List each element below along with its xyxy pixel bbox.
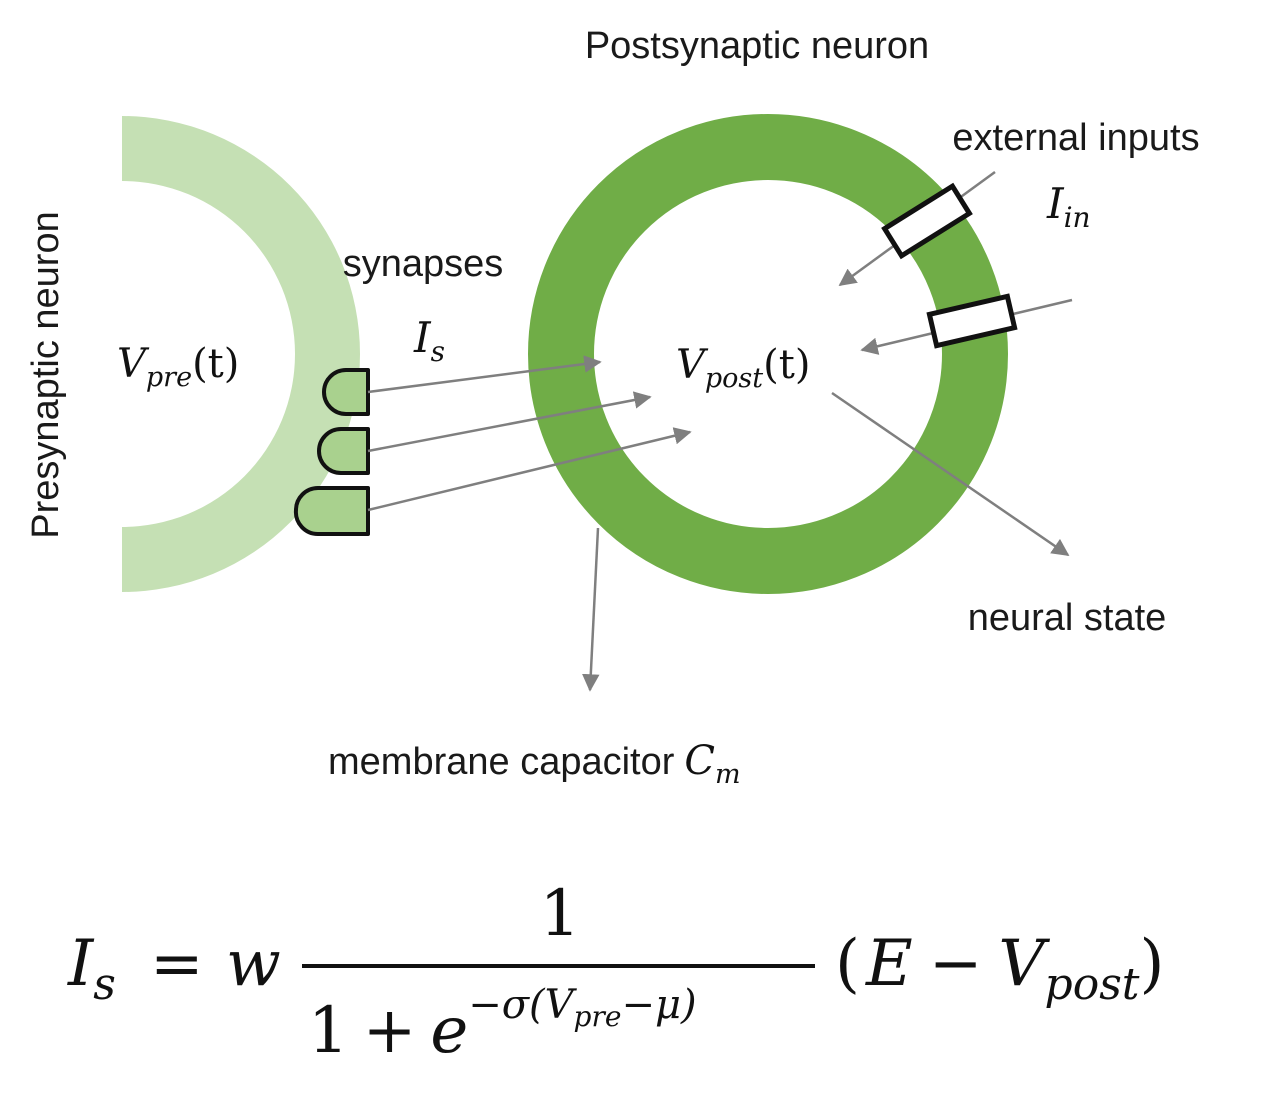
synapse-arrow-1 (367, 355, 602, 394)
equation-rhs: (E − Vpost) (835, 927, 1164, 1010)
postsynaptic-neuron (528, 114, 1008, 594)
external-input-channel-1 (881, 182, 973, 260)
presynaptic-neuron (122, 116, 360, 592)
external-inputs-label: external inputs (952, 117, 1199, 159)
equation-equals: = (150, 927, 204, 1001)
synapse-1 (322, 368, 370, 416)
membrane-capacitor-label: membrane capacitor Cm (328, 738, 741, 790)
synapse-3 (293, 486, 370, 537)
v-pre-symbol: Vpre(t) (117, 341, 239, 393)
presynaptic-label: Presynaptic neuron (25, 211, 67, 538)
equation-numerator: 1 (540, 877, 581, 951)
synapse-arrow-2 (367, 391, 652, 453)
postsynaptic-label: Postsynaptic neuron (585, 25, 929, 67)
equation-lhs: Is (67, 927, 116, 1010)
external-input-channel-2 (926, 293, 1018, 349)
equation-weight: w (226, 927, 281, 1001)
neural-state-label: neural state (968, 597, 1167, 639)
synapse-arrow-3 (367, 427, 692, 512)
equation-denominator: 1 + e−σ(Vpre−μ) (308, 982, 697, 1068)
i-in-symbol: Iin (1046, 179, 1091, 234)
neural-state-arrow (831, 391, 1070, 557)
synapses-label: synapses (343, 243, 504, 285)
synapse-2 (317, 427, 370, 475)
i-s-symbol: Is (413, 313, 445, 368)
synaptic-current-equation: Is = w 1 1 + e−σ(Vpre−μ) (E − Vpost) (67, 877, 1164, 1068)
membrane-capacitor-arrow (582, 527, 600, 692)
v-post-symbol: Vpost(t) (676, 342, 810, 394)
